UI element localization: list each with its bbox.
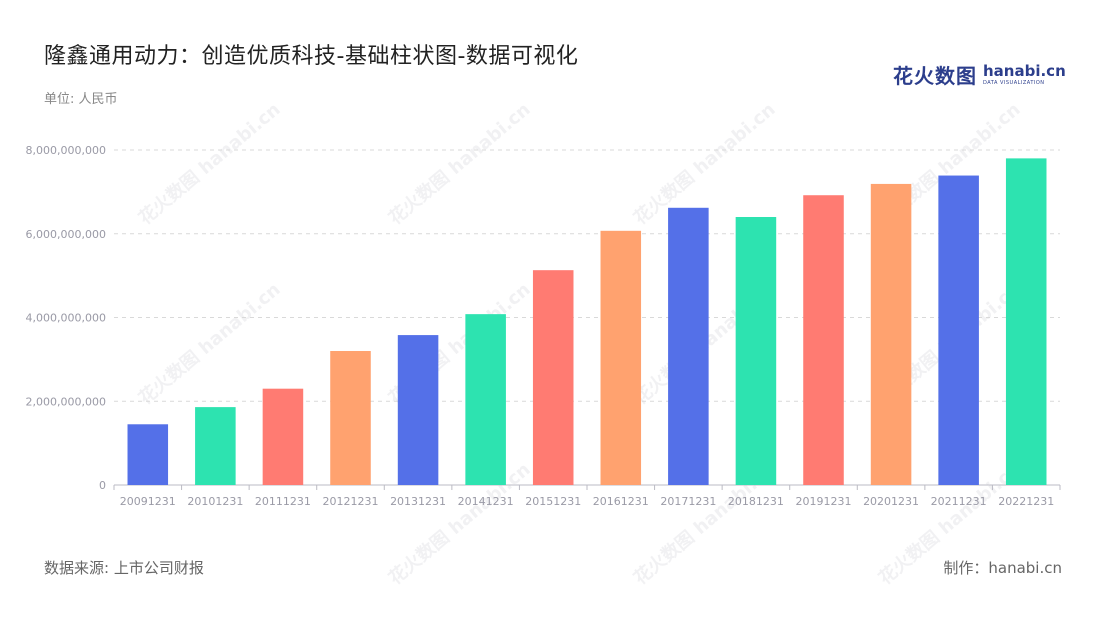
x-tick-label: 20111231	[255, 495, 311, 508]
brand-logo: 花火数图 hanabi.cn DATA VISUALIZATION	[893, 60, 1066, 89]
bar	[195, 407, 236, 485]
logo-en-block: hanabi.cn DATA VISUALIZATION	[983, 61, 1066, 86]
bar	[1005, 158, 1047, 485]
x-tick-label: 20201231	[863, 495, 919, 508]
bar	[735, 217, 777, 485]
bar	[127, 424, 169, 485]
bar	[397, 335, 439, 485]
x-tick-label: 20101231	[187, 495, 243, 508]
x-tick-label: 20161231	[593, 495, 649, 508]
logo-en-text: hanabi.cn	[983, 61, 1066, 80]
x-tick-label: 20151231	[525, 495, 581, 508]
bar	[870, 183, 912, 485]
y-tick-label: 2,000,000,000	[26, 395, 106, 408]
data-source: 数据来源: 上市公司财报	[44, 559, 204, 577]
y-tick-label: 4,000,000,000	[26, 312, 106, 325]
bar	[330, 351, 371, 485]
bar	[465, 314, 506, 485]
x-tick-label: 20171231	[660, 495, 716, 508]
bar	[668, 207, 709, 485]
x-tick-label: 20181231	[728, 495, 784, 508]
y-tick-label: 0	[99, 479, 106, 492]
y-tick-label: 8,000,000,000	[26, 144, 106, 157]
bar	[938, 175, 979, 485]
x-tick-label: 20221231	[998, 495, 1054, 508]
x-tick-label: 20121231	[323, 495, 379, 508]
x-tick-label: 20091231	[120, 495, 176, 508]
maker-credit: 制作：hanabi.cn	[943, 559, 1062, 577]
bar	[262, 388, 304, 485]
x-tick-label: 20141231	[458, 495, 514, 508]
x-tick-label: 20131231	[390, 495, 446, 508]
bar	[532, 270, 574, 485]
logo-sub-text: DATA VISUALIZATION	[983, 79, 1045, 86]
logo-cn-text: 花火数图	[893, 64, 977, 88]
bar	[803, 195, 844, 485]
chart-title: 隆鑫通用动力：创造优质科技-基础柱状图-数据可视化	[44, 44, 579, 69]
x-tick-label: 20211231	[931, 495, 987, 508]
unit-label: 单位: 人民币	[44, 92, 118, 107]
y-tick-label: 6,000,000,000	[26, 228, 106, 241]
x-tick-label: 20191231	[796, 495, 852, 508]
bar	[600, 230, 642, 485]
